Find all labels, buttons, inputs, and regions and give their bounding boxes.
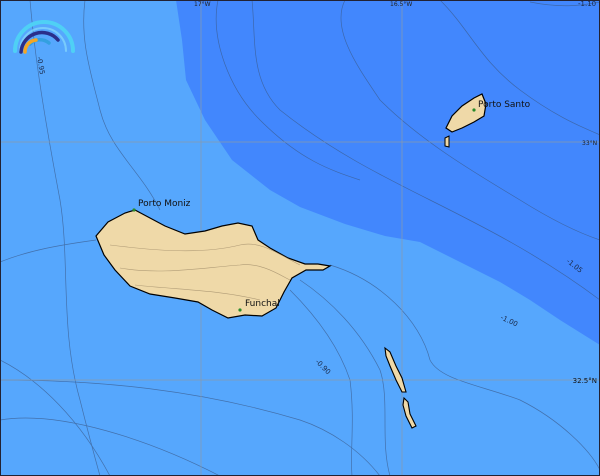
contour-label: -0.95 (35, 56, 46, 75)
place-label-porto-santo[interactable]: Porto Santo (478, 100, 531, 110)
place-marker[interactable] (472, 108, 476, 112)
porto-santo-island (445, 93, 487, 133)
deep-water-region (176, 0, 600, 345)
island-relief (109, 243, 301, 301)
place-marker[interactable] (238, 308, 242, 312)
islet (444, 135, 450, 148)
lon-label-17w: 17°W (194, 1, 211, 8)
place-label-funchal[interactable]: Funchal (245, 299, 280, 309)
contour-label: -1.10 (578, 0, 596, 8)
bugio-island (402, 396, 417, 429)
rainbow-arcs-logo-icon (13, 20, 75, 54)
lon-label-16-5w: 16.5°W (390, 1, 412, 8)
lat-label-32-5n: 32.5°N (573, 377, 597, 385)
lat-label-33n: 33°N (582, 140, 597, 147)
madeira-island (95, 209, 332, 319)
desertas-island (384, 346, 407, 393)
place-label-porto-moniz[interactable]: Porto Moniz (138, 199, 191, 209)
place-marker[interactable] (132, 208, 136, 212)
